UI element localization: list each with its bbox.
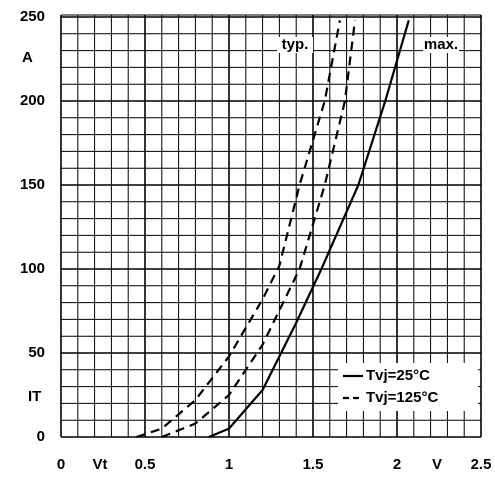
labels: 0 0.5 1 1.5 2 2.5 0 50 100 150 200 250 Vt V A IT typ. max… [20,8,491,473]
x-tick-label: 1.5 [303,456,324,473]
curves [136,20,410,439]
x-axis-unit: V [432,456,442,473]
curve [208,20,410,439]
y-tick-label: 200 [20,92,45,109]
legend-label: Tvj=125°C [366,389,438,406]
x-tick-label: 2.5 [471,456,492,473]
legend-label: Tvj=25°C [366,367,430,384]
x-tick-label: 0.5 [135,456,156,473]
y-axis-symbol: IT [28,388,41,405]
x-tick-label: 2 [393,456,401,473]
y-tick-label: 100 [20,260,45,277]
y-tick-label: 150 [20,176,45,193]
x-tick-label: 0 [57,456,65,473]
annotation: max. [424,36,458,53]
curve [161,20,357,439]
y-tick-label: 0 [37,428,45,445]
annotation: typ. [282,36,309,53]
legend-box [338,363,478,411]
y-tick-label: 250 [20,8,45,25]
x-axis-symbol: Vt [93,456,108,473]
x-tick-label: 1 [225,456,233,473]
annotation-box [277,37,313,53]
y-tick-label: 50 [28,344,45,361]
y-axis-unit: A [22,49,33,66]
annotation-box [423,37,459,53]
